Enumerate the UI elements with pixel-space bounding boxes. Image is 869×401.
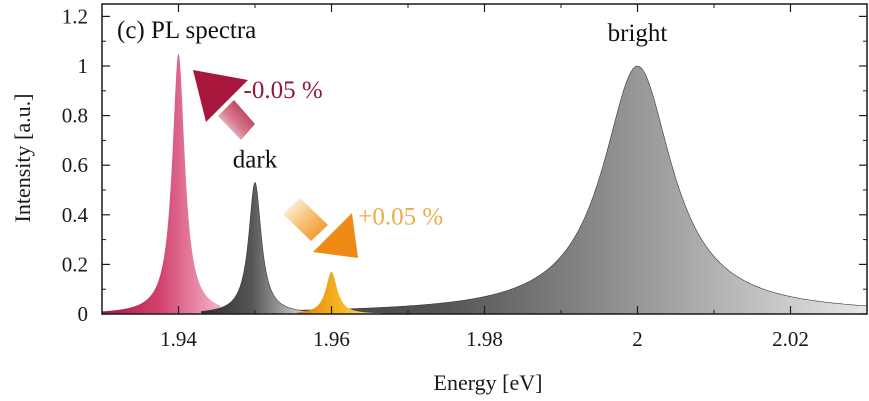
redshift-label: -0.05 % xyxy=(244,77,323,104)
x-tick-label: 1.98 xyxy=(466,327,503,351)
redshift-arrow-head xyxy=(193,70,248,122)
arrows-layer xyxy=(193,70,358,258)
y-tick-label: 0 xyxy=(78,302,89,326)
x-axis-title: Energy [eV] xyxy=(434,370,543,395)
blueshift-arrow-shaft xyxy=(283,198,328,241)
redshift-arrow-shaft xyxy=(218,100,255,140)
peaks-layer xyxy=(102,53,867,314)
x-tick-label: 1.94 xyxy=(160,327,197,351)
x-tick-label: 2.02 xyxy=(772,327,809,351)
y-tick-label: 1 xyxy=(78,54,89,78)
blueshift-arrow-head xyxy=(313,213,358,258)
y-tick-label: 0.2 xyxy=(62,252,88,276)
blue-shifted-peak xyxy=(297,271,382,314)
axes-layer: 1.94 1.96 1.98 2 2.02 0 0.2 0.4 0.6 0.8 1 1.2 xyxy=(62,3,868,351)
y-tick-label: 0.8 xyxy=(62,104,88,128)
bright-label: bright xyxy=(608,20,668,47)
x-tick-label: 1.96 xyxy=(313,327,350,351)
y-tick-label: 1.2 xyxy=(62,4,88,28)
x-tick-label: 2 xyxy=(632,327,643,351)
chart-title: (c) PL spectra xyxy=(117,17,256,44)
y-tick-label: 0.4 xyxy=(62,203,89,227)
dark-peak xyxy=(201,182,313,314)
y-axis-title: Intensity [a.u.] xyxy=(10,94,35,223)
red-shifted-peak xyxy=(102,53,221,314)
y-tick-label: 0.6 xyxy=(62,153,88,177)
dark-label: dark xyxy=(233,147,278,174)
plot-frame xyxy=(101,3,868,315)
blueshift-label: +0.05 % xyxy=(358,204,443,231)
annotations-layer: bright dark -0.05 % +0.05 % xyxy=(233,20,668,231)
